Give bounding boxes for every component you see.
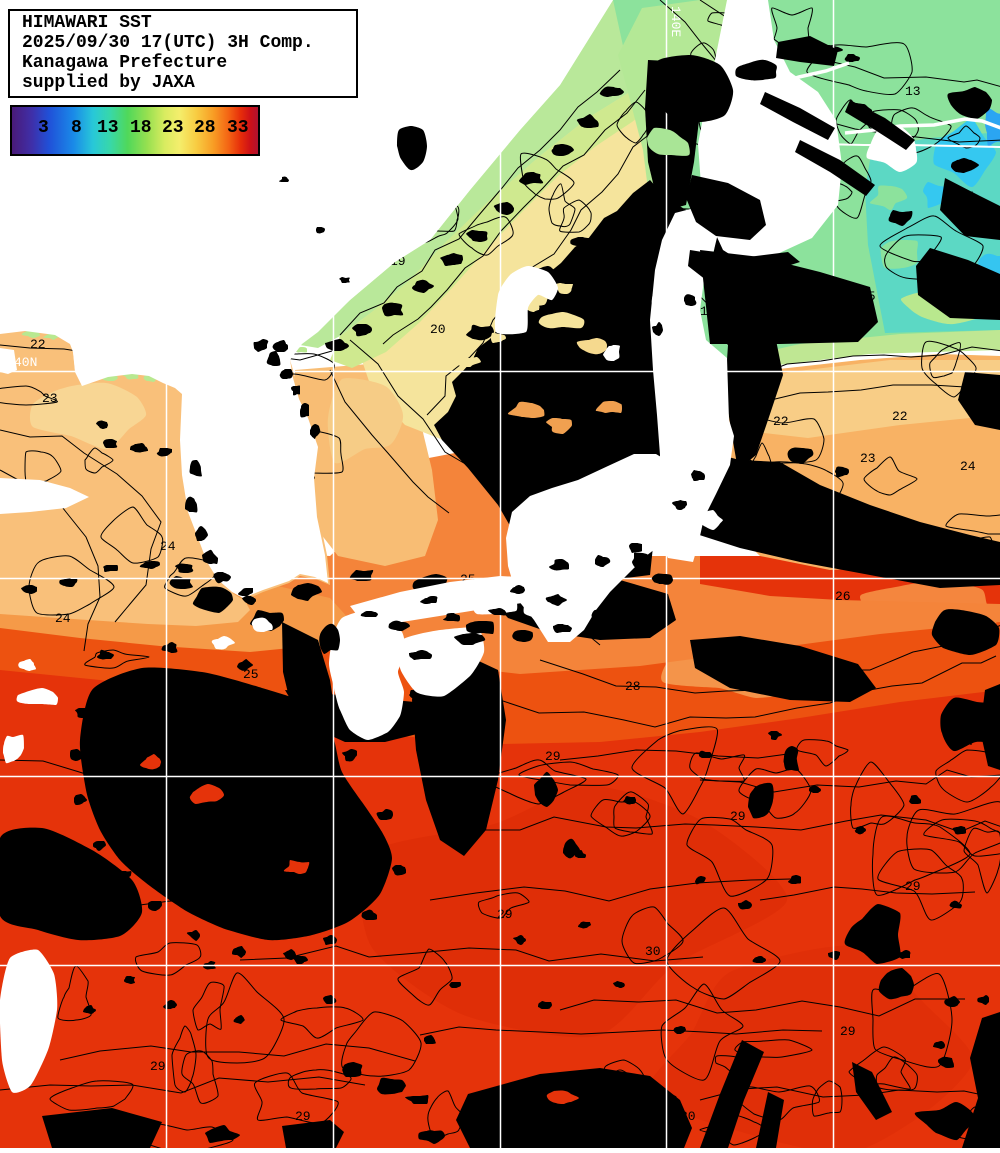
- svg-text:29: 29: [905, 879, 921, 894]
- svg-text:29: 29: [840, 1024, 856, 1039]
- svg-text:22: 22: [892, 409, 908, 424]
- svg-text:20: 20: [430, 322, 446, 337]
- svg-text:22: 22: [773, 414, 789, 429]
- svg-text:23: 23: [860, 451, 876, 466]
- svg-text:13: 13: [905, 84, 921, 99]
- svg-text:24: 24: [55, 611, 71, 626]
- svg-text:29: 29: [497, 907, 513, 922]
- svg-text:23: 23: [42, 391, 58, 406]
- svg-text:30: 30: [645, 944, 661, 959]
- svg-text:24: 24: [160, 539, 176, 554]
- svg-text:29: 29: [295, 1109, 311, 1124]
- svg-text:140E: 140E: [668, 6, 683, 37]
- svg-text:26: 26: [835, 589, 851, 604]
- svg-text:29: 29: [545, 749, 561, 764]
- svg-text:24: 24: [960, 459, 976, 474]
- svg-text:29: 29: [150, 1059, 166, 1074]
- svg-text:40N: 40N: [14, 355, 37, 370]
- svg-text:22: 22: [30, 337, 46, 352]
- svg-text:25: 25: [243, 667, 259, 682]
- svg-text:28: 28: [625, 679, 641, 694]
- svg-text:29: 29: [730, 809, 746, 824]
